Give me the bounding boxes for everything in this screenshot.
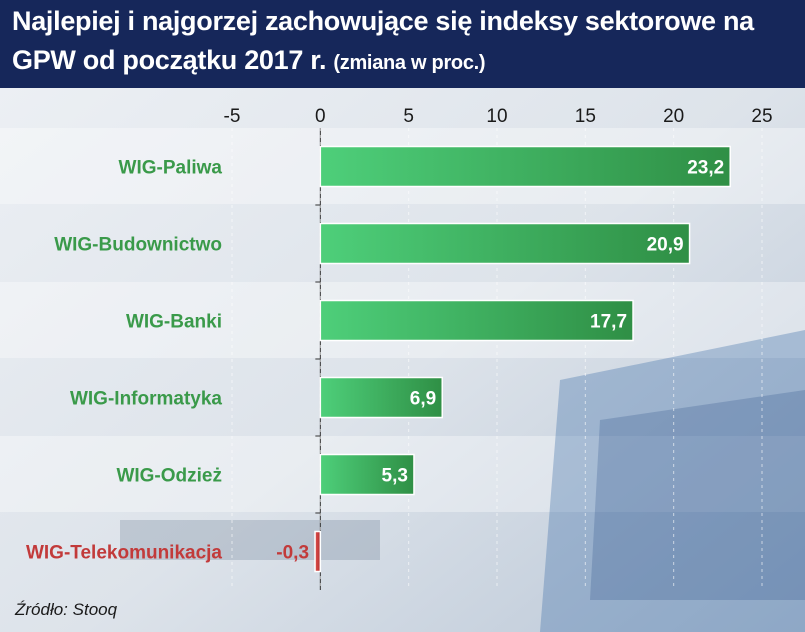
category-label: WIG-Informatyka — [70, 389, 222, 410]
header-bar: Najlepiej i najgorzej zachowujące się in… — [0, 0, 805, 88]
source-note: Źródło: Stooq — [15, 600, 118, 619]
data-label: 17,7 — [590, 312, 627, 333]
chart-title: Najlepiej i najgorzej zachowujące się in… — [12, 6, 754, 36]
x-tick-label: 20 — [663, 106, 684, 127]
category-label: WIG-Odzież — [116, 466, 222, 487]
x-tick-label: 15 — [575, 106, 596, 127]
x-tick-label: 0 — [315, 106, 326, 127]
chart-title-line2: GPW od początku 2017 r. (zmiana w proc.) — [12, 45, 486, 76]
category-label: WIG-Banki — [126, 312, 222, 333]
data-label: 5,3 — [382, 466, 408, 487]
data-label: -0,3 — [276, 543, 309, 564]
bar — [319, 222, 691, 265]
x-tick-label: 10 — [486, 106, 507, 127]
chart-subtitle: (zmiana w proc.) — [333, 52, 486, 74]
chart-title-continued: GPW od początku 2017 r. — [12, 45, 327, 75]
bar — [319, 453, 415, 496]
data-label: 20,9 — [647, 235, 684, 256]
x-tick-label: 25 — [751, 106, 772, 127]
x-tick-label: 5 — [403, 106, 414, 127]
data-label: 23,2 — [687, 158, 724, 179]
bar-chart: -5 0 5 10 15 20 25 WIG-Paliwa 23,2 WIG-Budownictw… — [26, 106, 773, 590]
data-label: 6,9 — [410, 389, 436, 410]
bar — [319, 145, 731, 188]
category-label: WIG-Budownictwo — [54, 235, 222, 256]
category-label: WIG-Telekomunikacja — [26, 543, 222, 564]
x-tick-label: -5 — [224, 106, 241, 127]
category-label: WIG-Paliwa — [119, 158, 223, 179]
bar — [319, 299, 634, 342]
bar — [314, 530, 322, 573]
bar — [319, 376, 443, 419]
